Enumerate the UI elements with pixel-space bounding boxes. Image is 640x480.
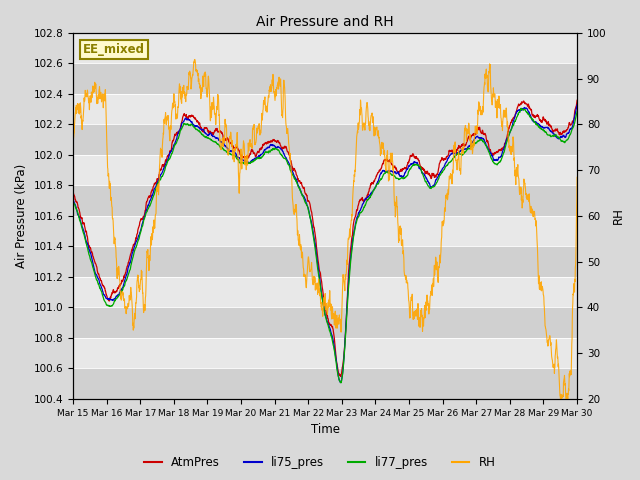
Bar — [73, 369, 577, 399]
Title: Air Pressure and RH: Air Pressure and RH — [256, 15, 394, 29]
Bar — [73, 307, 577, 338]
Y-axis label: Air Pressure (kPa): Air Pressure (kPa) — [15, 164, 28, 268]
Bar — [73, 33, 577, 63]
Bar — [73, 338, 577, 369]
Bar — [73, 155, 577, 185]
Bar — [73, 63, 577, 94]
Bar — [73, 94, 577, 124]
Bar — [73, 124, 577, 155]
Bar — [73, 277, 577, 307]
X-axis label: Time: Time — [310, 423, 340, 436]
Bar — [73, 216, 577, 246]
Legend: AtmPres, li75_pres, li77_pres, RH: AtmPres, li75_pres, li77_pres, RH — [140, 452, 500, 474]
Bar — [73, 246, 577, 277]
Bar — [73, 185, 577, 216]
Y-axis label: RH: RH — [612, 207, 625, 224]
Text: EE_mixed: EE_mixed — [83, 43, 145, 56]
